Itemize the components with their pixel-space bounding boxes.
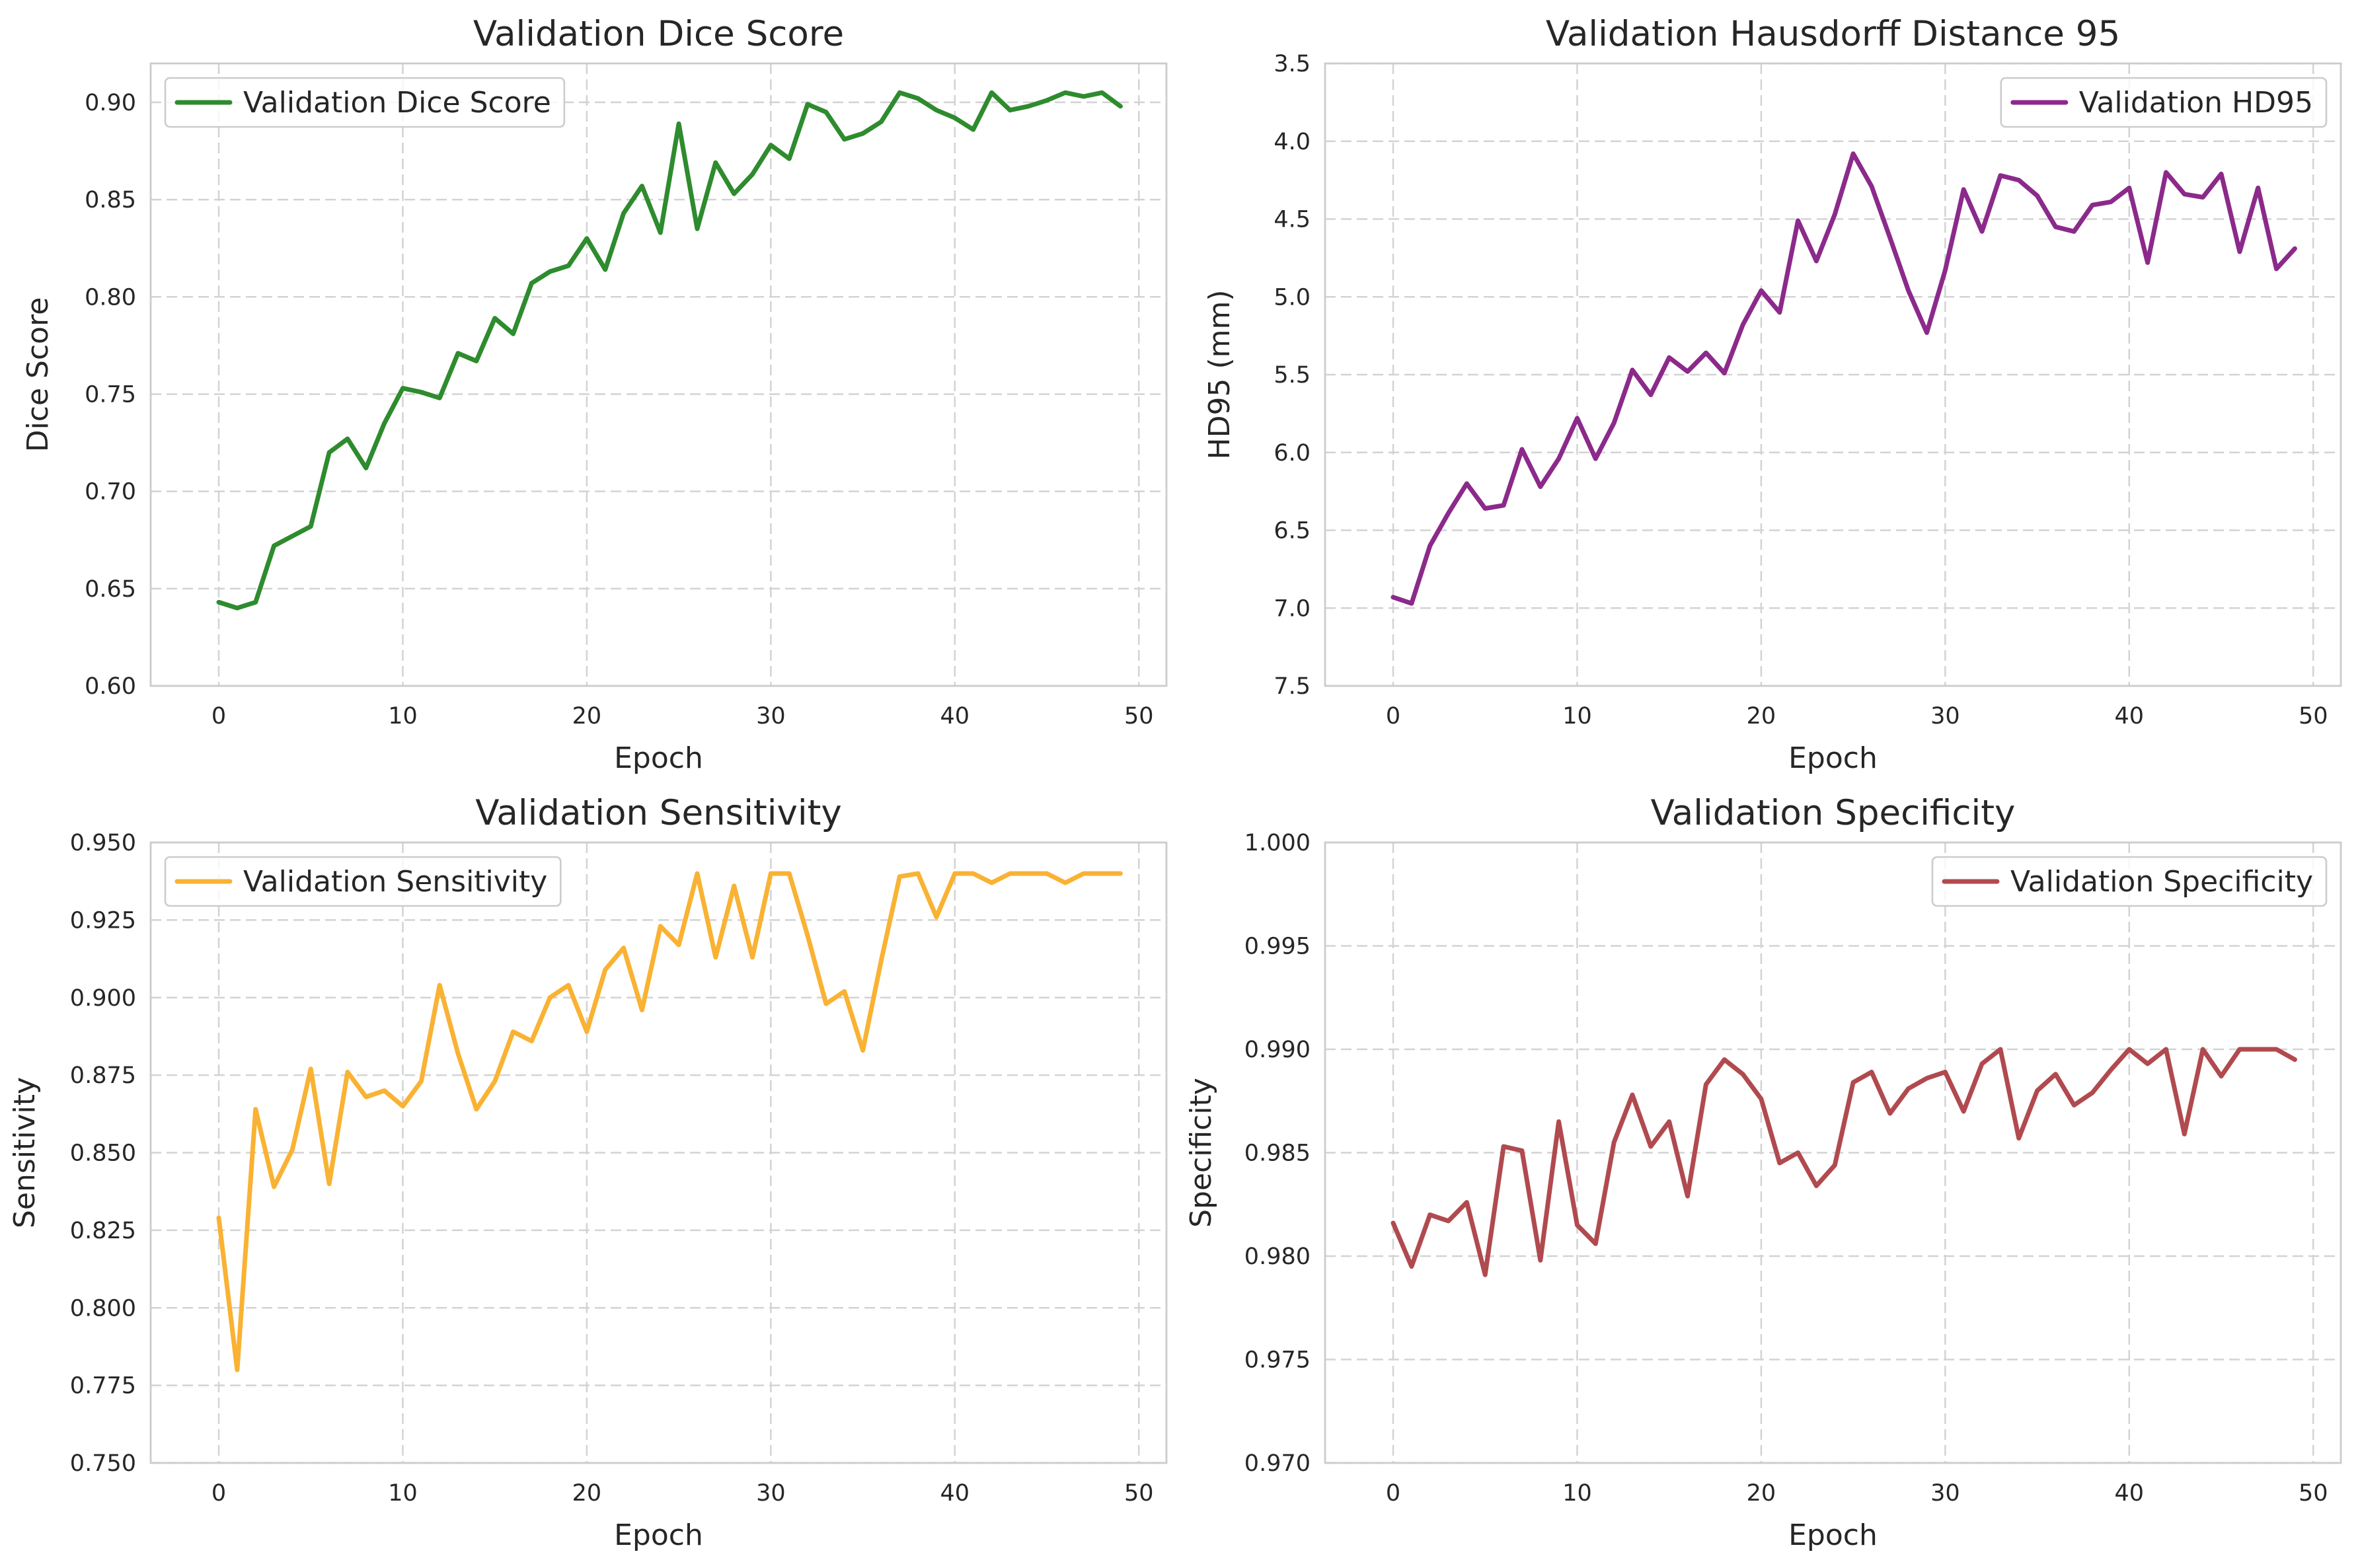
y-tick-label: 5.5 <box>1274 362 1311 389</box>
legend: Validation Specificity <box>1931 856 2328 907</box>
x-axis-label: Epoch <box>614 1518 703 1552</box>
plot-frame <box>149 62 1168 687</box>
y-tick-label: 0.85 <box>85 187 136 213</box>
x-tick-label: 20 <box>1747 1480 1776 1507</box>
y-tick-label: 0.775 <box>70 1373 136 1400</box>
legend-label: Validation Sensitivity <box>243 865 547 899</box>
plot-frame <box>1324 841 2342 1464</box>
x-tick-label: 0 <box>211 703 226 729</box>
legend: Validation Sensitivity <box>164 856 562 907</box>
x-tick-label: 0 <box>1386 1480 1400 1507</box>
y-tick-label: 4.0 <box>1274 129 1311 155</box>
y-tick-label: 0.800 <box>70 1295 136 1322</box>
chart-title: Validation Hausdorff Distance 95 <box>1546 14 2120 54</box>
x-axis-label: Epoch <box>1788 1518 1878 1552</box>
y-tick-label: 0.925 <box>70 907 136 934</box>
x-tick-label: 40 <box>2115 1480 2145 1507</box>
series-line <box>216 90 1123 611</box>
y-tick-label: 0.80 <box>85 284 136 311</box>
x-tick-label: 50 <box>2299 1480 2328 1507</box>
y-tick-label: 0.980 <box>1244 1244 1311 1270</box>
y-tick-label: 0.65 <box>85 576 136 603</box>
y-tick-label: 0.950 <box>70 830 136 856</box>
y-axis-label: Sensitivity <box>8 1077 42 1228</box>
series-line <box>1390 1047 2297 1277</box>
x-tick-label: 20 <box>1747 703 1776 729</box>
x-tick-label: 50 <box>1124 1480 1154 1507</box>
y-tick-label: 0.60 <box>85 673 136 700</box>
x-tick-label: 40 <box>2115 703 2145 729</box>
y-tick-label: 7.0 <box>1274 595 1311 622</box>
x-tick-label: 10 <box>388 1480 418 1507</box>
chart-panel-3: 0 10 20 30 40 50 0.750 0.775 0.800 0.825 0.850 0.87… <box>8 793 1168 1552</box>
y-axis-label: HD95 (mm) <box>1203 290 1237 460</box>
y-tick-label: 0.900 <box>70 985 136 1012</box>
x-tick-label: 30 <box>1930 703 1960 729</box>
y-tick-label: 0.990 <box>1244 1037 1311 1063</box>
chart-panel-4: 0 10 20 30 40 50 0.970 0.975 0.980 0.985 0.990 0.99… <box>1184 793 2342 1552</box>
x-tick-label: 50 <box>2299 703 2328 729</box>
series-line <box>216 871 1123 1372</box>
x-tick-label: 50 <box>1124 703 1154 729</box>
y-tick-label: 0.995 <box>1244 934 1311 960</box>
y-tick-label: 0.975 <box>1244 1347 1311 1374</box>
y-tick-label: 4.5 <box>1274 207 1311 233</box>
chart-panel-1: 0 10 20 30 40 50 0.60 0.65 0.70 0.75 0.80 0.85 0.90 V… <box>21 14 1168 775</box>
x-tick-label: 30 <box>756 703 786 729</box>
y-tick-label: 0.850 <box>70 1140 136 1167</box>
legend-label: Validation Specificity <box>2010 865 2313 899</box>
chart-panel-2: 0 10 20 30 40 50 3.5 4.0 4.5 5.0 5.5 6.0 6.5 7.0 7.5 Va… <box>1203 14 2342 775</box>
x-tick-label: 20 <box>572 703 602 729</box>
y-tick-label: 0.70 <box>85 479 136 505</box>
y-tick-label: 6.0 <box>1274 440 1311 467</box>
y-tick-label: 0.825 <box>70 1218 136 1244</box>
y-tick-label: 6.5 <box>1274 518 1311 544</box>
y-axis-label: Specificity <box>1184 1078 1218 1228</box>
x-tick-label: 0 <box>211 1480 226 1507</box>
legend-box <box>1931 856 2328 907</box>
legend-box <box>164 856 562 907</box>
x-tick-label: 0 <box>1386 703 1400 729</box>
chart-title: Validation Sensitivity <box>475 793 841 833</box>
y-tick-label: 3.5 <box>1274 51 1311 77</box>
y-tick-label: 0.875 <box>70 1063 136 1089</box>
x-tick-label: 10 <box>1562 1480 1592 1507</box>
y-tick-label: 5.0 <box>1274 284 1311 311</box>
y-tick-label: 0.985 <box>1244 1140 1311 1167</box>
series-line <box>1390 151 2297 606</box>
plot-frame <box>1324 62 2342 687</box>
x-tick-label: 10 <box>1562 703 1592 729</box>
y-tick-label: 0.750 <box>70 1450 136 1477</box>
y-tick-label: 0.75 <box>85 381 136 408</box>
x-tick-label: 10 <box>388 703 418 729</box>
legend: Validation HD95 <box>2000 77 2328 128</box>
y-axis-label: Dice Score <box>21 297 55 453</box>
legend-box <box>164 77 566 128</box>
legend: Validation Dice Score <box>164 77 566 128</box>
x-tick-label: 20 <box>572 1480 602 1507</box>
x-axis-label: Epoch <box>1788 741 1878 775</box>
chart-title: Validation Specificity <box>1651 793 2016 833</box>
x-tick-label: 30 <box>1930 1480 1960 1507</box>
legend-box <box>2000 77 2328 128</box>
legend-label: Validation Dice Score <box>243 86 551 120</box>
x-tick-label: 40 <box>940 1480 970 1507</box>
plot-frame <box>149 841 1168 1464</box>
y-tick-label: 7.5 <box>1274 673 1311 700</box>
y-tick-label: 0.90 <box>85 90 136 116</box>
x-tick-label: 40 <box>940 703 970 729</box>
y-tick-label: 0.970 <box>1244 1450 1311 1477</box>
plot-area <box>149 62 1168 687</box>
legend-label: Validation HD95 <box>2079 86 2313 120</box>
x-axis-label: Epoch <box>614 741 703 775</box>
x-tick-label: 30 <box>756 1480 786 1507</box>
chart-title: Validation Dice Score <box>473 14 844 54</box>
y-tick-label: 1.000 <box>1244 830 1311 856</box>
